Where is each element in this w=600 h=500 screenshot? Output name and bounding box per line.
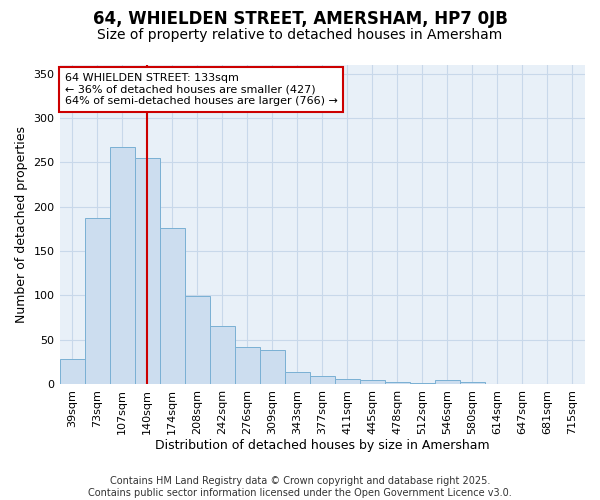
Bar (235, 346, 260, 384)
Bar (110, 146, 134, 384)
Bar (460, 382, 485, 384)
X-axis label: Distribution of detached houses by size in Amersham: Distribution of detached houses by size … (155, 440, 490, 452)
Bar (385, 382, 410, 384)
Text: 64 WHIELDEN STREET: 133sqm
← 36% of detached houses are smaller (427)
64% of sem: 64 WHIELDEN STREET: 133sqm ← 36% of deta… (65, 73, 338, 106)
Bar (85, 218, 110, 384)
Text: 64, WHIELDEN STREET, AMERSHAM, HP7 0JB: 64, WHIELDEN STREET, AMERSHAM, HP7 0JB (92, 10, 508, 28)
Bar (134, 158, 160, 384)
Bar (260, 350, 285, 384)
Bar (285, 372, 310, 384)
Bar (410, 383, 435, 384)
Bar (185, 296, 209, 384)
Bar (435, 380, 460, 384)
Bar (360, 380, 385, 384)
Bar (335, 378, 360, 384)
Bar (160, 228, 185, 384)
Bar (310, 376, 335, 384)
Bar (209, 326, 235, 384)
Text: Size of property relative to detached houses in Amersham: Size of property relative to detached ho… (97, 28, 503, 42)
Bar (59, 359, 85, 384)
Text: Contains HM Land Registry data © Crown copyright and database right 2025.
Contai: Contains HM Land Registry data © Crown c… (88, 476, 512, 498)
Y-axis label: Number of detached properties: Number of detached properties (15, 126, 28, 323)
